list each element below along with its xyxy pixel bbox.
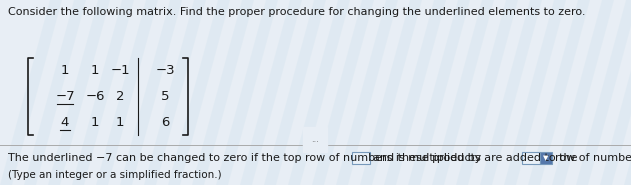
Polygon shape	[528, 0, 590, 185]
Text: 1: 1	[61, 63, 69, 77]
Polygon shape	[576, 0, 631, 185]
Polygon shape	[120, 0, 182, 185]
Polygon shape	[504, 0, 566, 185]
Text: 1: 1	[115, 117, 124, 130]
Polygon shape	[432, 0, 494, 185]
Bar	[540, 152, 551, 164]
Polygon shape	[144, 0, 206, 185]
Text: and these products are added to the: and these products are added to the	[374, 153, 578, 163]
Text: −7: −7	[55, 90, 75, 103]
Text: −1: −1	[110, 63, 130, 77]
Polygon shape	[312, 0, 374, 185]
Bar	[353, 152, 370, 164]
Text: row of numbers.: row of numbers.	[555, 153, 631, 163]
Bar	[522, 152, 540, 164]
Polygon shape	[480, 0, 542, 185]
Polygon shape	[168, 0, 230, 185]
Text: (Type an integer or a simplified fraction.): (Type an integer or a simplified fractio…	[8, 170, 221, 180]
Polygon shape	[360, 0, 422, 185]
Polygon shape	[192, 0, 254, 185]
Polygon shape	[408, 0, 470, 185]
Text: −3: −3	[155, 63, 175, 77]
Text: ▼: ▼	[543, 155, 548, 161]
Polygon shape	[456, 0, 518, 185]
Polygon shape	[48, 0, 110, 185]
Text: The underlined −7 can be changed to zero if the top row of numbers is multiplied: The underlined −7 can be changed to zero…	[8, 153, 481, 163]
Text: −6: −6	[85, 90, 105, 103]
Polygon shape	[264, 0, 326, 185]
Text: 6: 6	[161, 117, 169, 130]
Polygon shape	[624, 0, 631, 185]
Polygon shape	[336, 0, 398, 185]
Text: ...: ...	[311, 135, 319, 144]
Polygon shape	[288, 0, 350, 185]
Text: 1: 1	[91, 117, 99, 130]
Polygon shape	[72, 0, 134, 185]
Polygon shape	[384, 0, 446, 185]
Text: 5: 5	[161, 90, 169, 103]
Polygon shape	[552, 0, 614, 185]
Polygon shape	[24, 0, 86, 185]
Polygon shape	[240, 0, 302, 185]
Polygon shape	[96, 0, 158, 185]
Text: 2: 2	[115, 90, 124, 103]
Polygon shape	[600, 0, 631, 185]
Text: 4: 4	[61, 117, 69, 130]
Polygon shape	[216, 0, 278, 185]
Polygon shape	[0, 0, 62, 185]
Text: Consider the following matrix. Find the proper procedure for changing the underl: Consider the following matrix. Find the …	[8, 7, 586, 17]
Text: 1: 1	[91, 63, 99, 77]
